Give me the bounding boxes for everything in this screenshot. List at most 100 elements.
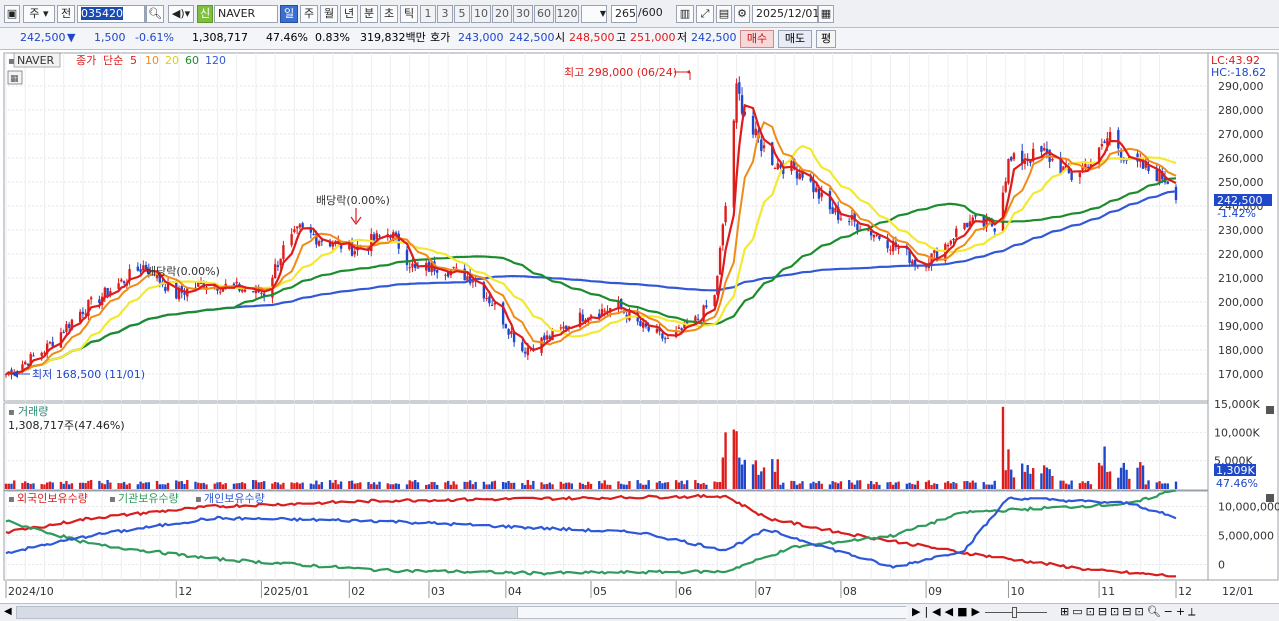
candle-body (949, 240, 952, 245)
period-day-tab[interactable]: 일 (280, 5, 298, 23)
custom-interval-dropdown[interactable]: ▼ (581, 5, 607, 23)
candle-body (738, 82, 741, 94)
save-icon[interactable]: ▤ (716, 5, 732, 23)
candle-body (317, 241, 321, 246)
period-second-tab[interactable]: 초 (380, 5, 398, 23)
current-pct-tag: -1.42% (1217, 207, 1256, 220)
volume-bar (416, 482, 420, 489)
volume-bar (468, 480, 472, 489)
candle-body (589, 315, 593, 317)
candle-body (836, 207, 840, 220)
interval-button[interactable]: 1 (420, 5, 436, 23)
volume-legend-dot-icon: ▪ (8, 407, 15, 418)
volume-bar (273, 481, 277, 489)
code-input[interactable]: 035420 (77, 5, 145, 23)
interval-button[interactable]: 120 (555, 5, 579, 23)
period-week-tab[interactable]: 주 (300, 5, 318, 23)
interval-button[interactable]: 5 (454, 5, 470, 23)
candle-body (493, 302, 497, 305)
window-menu-icon[interactable]: ▣ (4, 5, 20, 23)
volume-bar (40, 484, 43, 489)
volume-bar (1128, 478, 1131, 489)
volume-bar (760, 471, 763, 489)
candle-body (674, 330, 678, 338)
high-arrow-head (686, 70, 690, 74)
volume-bar (889, 481, 892, 489)
open-label: 시 (555, 31, 566, 44)
tool-icons[interactable]: ⊞▭⊡⊟⊡⊟⊡🔍︎−+⟂ (1060, 605, 1199, 618)
gear-icon[interactable]: ⚙ (734, 5, 750, 23)
scroll-control-icons[interactable]: ▶|◀◀■▶ (912, 605, 984, 618)
period-month-tab[interactable]: 월 (320, 5, 338, 23)
volume-bar (117, 483, 120, 489)
period-tick-tab[interactable]: 틱 (400, 5, 418, 23)
ma-line-60 (5, 177, 1177, 376)
interval-button[interactable]: 10 (471, 5, 491, 23)
volume-bar (219, 482, 222, 489)
candle-body (598, 313, 601, 318)
chart-area[interactable]: 290,000 280,000 270,000 260,000 250,000 240,0… (0, 51, 1279, 603)
sound-icon[interactable]: ◀)▾ (168, 5, 194, 23)
volume-bar (394, 483, 398, 489)
candle-body (120, 279, 123, 282)
calculator-glyph: ▦ (10, 74, 19, 84)
interval-button[interactable]: 3 (437, 5, 453, 23)
candle-body (51, 341, 54, 347)
buy-button[interactable]: 매수 (740, 30, 774, 48)
date-input[interactable]: 2025/12/01 (752, 5, 819, 23)
scroll-thumb[interactable] (517, 607, 908, 618)
search-icon[interactable]: 🔍︎ (146, 5, 164, 23)
interval-button[interactable]: 20 (492, 5, 512, 23)
volume-bar (378, 481, 381, 489)
period-minute-tab[interactable]: 분 (360, 5, 378, 23)
interval-button[interactable]: 60 (534, 5, 554, 23)
volume-bar (946, 481, 950, 489)
zoom-slider-handle[interactable] (1012, 607, 1017, 618)
volume-bar (241, 482, 244, 489)
volume-bar (897, 481, 900, 489)
interval-button[interactable]: 30 (513, 5, 533, 23)
market-select[interactable]: 주 ▾ (23, 5, 55, 23)
candle-body (732, 120, 736, 208)
volume-bar (471, 484, 475, 489)
chart-type-icon[interactable]: ▥ (676, 5, 694, 23)
shin-badge[interactable]: 신 (197, 5, 213, 23)
candle-body (408, 267, 411, 269)
price-axis-tick: 220,000 (1218, 248, 1264, 261)
candle-body (177, 288, 181, 300)
candle-body (963, 222, 966, 230)
type-toggle[interactable]: 전 (57, 5, 75, 23)
close-panel-icon[interactable] (1266, 406, 1274, 414)
volume-bar (1106, 471, 1109, 489)
calculator-icon[interactable] (7, 70, 23, 85)
candle-body (466, 276, 469, 281)
period-year-tab[interactable]: 년 (340, 5, 358, 23)
stock-chart-svg[interactable]: 290,000280,000270,000260,000250,000240,0… (0, 51, 1279, 603)
volume-bar (666, 482, 670, 489)
volume-bar (161, 484, 164, 489)
volume-bar (1084, 482, 1087, 489)
scroll-left-icon[interactable]: ◀ (4, 606, 12, 617)
average-button[interactable]: 평 (816, 30, 836, 48)
candle-body (276, 265, 280, 267)
sell-button[interactable]: 매도 (778, 30, 812, 48)
candle-body (290, 234, 293, 246)
volume-bar (894, 482, 898, 489)
x-axis-tick: 02 (351, 585, 365, 598)
volume-bar (433, 482, 436, 489)
volume-bar (224, 483, 227, 489)
volume-bar (1031, 468, 1035, 489)
candle-body (350, 242, 354, 256)
count-input[interactable]: 265 (611, 5, 637, 23)
x-axis-tick: 03 (431, 585, 445, 598)
stock-name-field[interactable]: NAVER (214, 5, 278, 23)
candle-body (199, 281, 203, 285)
candle-body (348, 240, 351, 250)
close-panel-icon[interactable] (1266, 494, 1274, 502)
calendar-icon[interactable]: ▦ (818, 5, 834, 23)
current-price: 242,500 (20, 31, 66, 44)
scroll-track[interactable] (16, 606, 908, 619)
trade-amount: 319,832백만 (360, 31, 426, 44)
volume-bar (570, 483, 573, 489)
draw-tool-icon[interactable]: ⤢ (696, 5, 714, 23)
